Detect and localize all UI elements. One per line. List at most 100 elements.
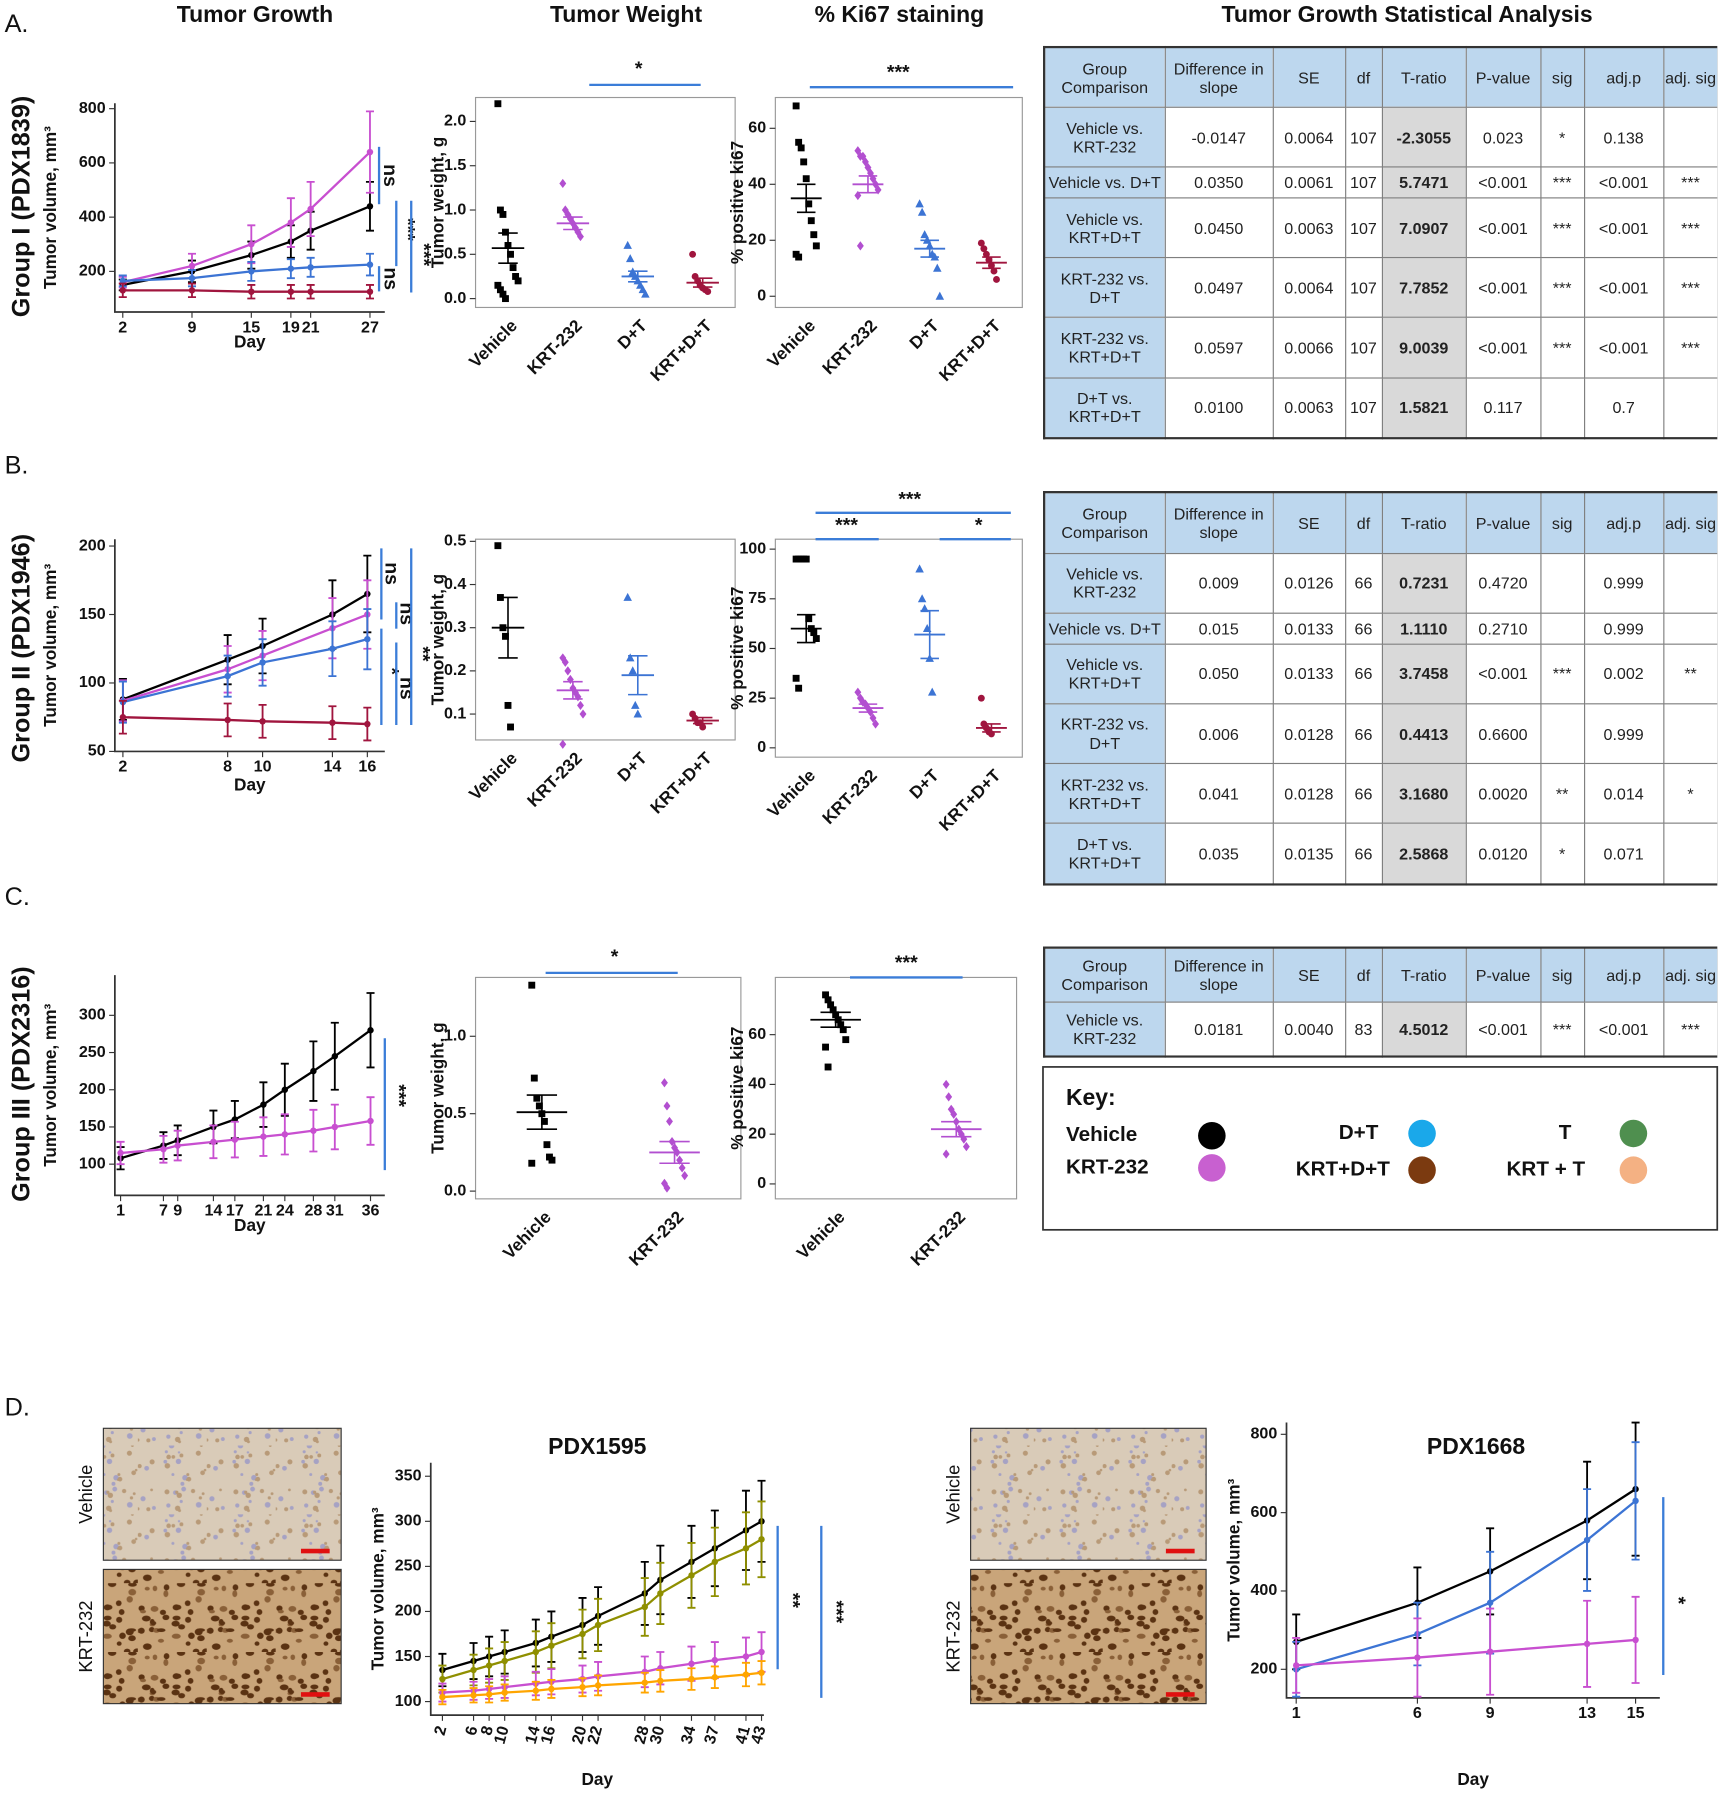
table-cell: 0.4720 [1465, 552, 1541, 614]
x-axis-label: Day [582, 1769, 614, 1789]
table-cell: -2.3055 [1381, 107, 1467, 169]
table-cell: 0.0497 [1164, 257, 1274, 319]
plot-frame [474, 538, 736, 741]
data-point [742, 1671, 750, 1678]
x-tick-label: 43 [747, 1724, 769, 1746]
table-cell: 66 [1344, 763, 1383, 825]
y-axis-label: Tumor volume, mm³ [1223, 1478, 1243, 1641]
table-cell: 7.0907 [1381, 197, 1467, 259]
significance-label: ns [395, 677, 417, 700]
data-point [666, 1116, 673, 1127]
table-cell: D+T vs. KRT+D+T [1043, 376, 1166, 439]
y-tick-label: 200 [1250, 1660, 1277, 1678]
header-cell: T-ratio [1381, 947, 1467, 1003]
x-tick-label: 8 [223, 758, 232, 776]
table-cell [1539, 376, 1585, 439]
data-point [842, 1036, 850, 1044]
data-point [548, 1156, 556, 1164]
significance-label: *** [835, 515, 858, 537]
group-label: Group II (PDX1946) [8, 534, 36, 763]
key-label: KRT + T [1506, 1158, 1585, 1181]
data-point [827, 1001, 835, 1009]
header-cell: df [1344, 947, 1383, 1003]
table-cell: *** [1539, 257, 1585, 319]
key-dot [1408, 1156, 1436, 1184]
y-tick-label: 0.1 [444, 704, 466, 722]
data-point [802, 175, 810, 183]
table-row: Vehicle vs. KRT+D+T 0.050 0.0133 66 3.7458 <0… [1043, 643, 1718, 705]
table-cell: 0.0135 [1272, 823, 1346, 886]
data-point [119, 713, 127, 721]
y-tick-label: 0.5 [444, 532, 466, 550]
data-point [507, 723, 514, 731]
sem-bar [796, 183, 816, 214]
table-cell: ** [1539, 763, 1585, 825]
series-line [122, 289, 370, 293]
y-tick-label: 100 [79, 673, 106, 691]
table-cell: 0.0063 [1272, 197, 1346, 259]
group-label: Group I (PDX1839) [8, 96, 36, 318]
data-point [920, 230, 929, 239]
data-point [367, 1026, 374, 1034]
data-point [260, 1101, 267, 1108]
table-cell: 0.0450 [1164, 197, 1274, 259]
table-cell: 0.0100 [1164, 376, 1274, 439]
table-cell: 7.7852 [1381, 257, 1467, 319]
category-label: Vehicle [465, 748, 521, 804]
y-axis-label: % positive ki67 [727, 141, 747, 264]
data-point [224, 672, 231, 680]
data-point [839, 1026, 847, 1034]
y-tick-label: 150 [79, 1117, 106, 1135]
sem-bar [858, 175, 878, 194]
x-tick-label: 10 [254, 758, 272, 776]
plot-frame [774, 96, 1023, 309]
y-axis-label: Tumor weight, g [427, 1022, 447, 1153]
data-point [990, 267, 998, 275]
table-cell: Vehicle vs. KRT+D+T [1043, 643, 1166, 705]
chart-title: % Ki67 staining [815, 1, 985, 27]
table-cell: 107 [1344, 197, 1383, 259]
data-point [509, 264, 517, 272]
table-cell: 107 [1344, 317, 1383, 379]
significance-label: * [1667, 1597, 1689, 1605]
header-cell: Difference in slope [1164, 46, 1274, 109]
significance-label: *** [898, 488, 921, 510]
table-cell: 4.5012 [1381, 1001, 1467, 1058]
key-dot [1198, 1154, 1226, 1182]
table-cell: 0.050 [1164, 643, 1274, 705]
sem-bar [982, 723, 1001, 733]
category-label: Vehicle [763, 315, 819, 371]
data-point [502, 228, 509, 236]
table-cell: 0.015 [1164, 612, 1274, 645]
plot-frame [474, 96, 736, 309]
table-cell: <0.001 [1583, 166, 1664, 199]
data-point [822, 1043, 829, 1051]
table-cell [1539, 552, 1585, 614]
y-tick-label: 1.5 [444, 156, 466, 174]
data-point [366, 288, 374, 295]
header-cell: SE [1272, 46, 1346, 109]
header-cell: adj. sig [1662, 491, 1718, 554]
table-cell [1539, 703, 1585, 765]
table-cell: Vehicle vs. KRT+D+T [1043, 197, 1166, 259]
table-cell: *** [1539, 1001, 1585, 1058]
table-cell: 0.2710 [1465, 612, 1541, 645]
data-point [805, 615, 813, 623]
data-point [977, 694, 985, 702]
data-point [540, 1117, 548, 1125]
y-tick-label: 200 [79, 1080, 106, 1098]
x-tick-label: 21 [254, 1202, 272, 1220]
data-point [678, 1163, 686, 1173]
x-tick-label: 2 [431, 1724, 451, 1737]
header-cell: T-ratio [1381, 491, 1467, 554]
x-tick-label: 15 [1627, 1704, 1645, 1722]
table-cell [1662, 376, 1718, 439]
data-point [689, 250, 697, 258]
table-cell: 107 [1344, 257, 1383, 319]
table-row: KRT-232 vs. D+T 0.006 0.0128 66 0.4413 0.6600… [1043, 703, 1718, 765]
table-cell: *** [1662, 166, 1718, 199]
table-cell: 9.0039 [1381, 317, 1467, 379]
table-cell: 0.006 [1164, 703, 1274, 765]
table-cell: <0.001 [1465, 1001, 1541, 1058]
data-point [501, 1689, 508, 1696]
